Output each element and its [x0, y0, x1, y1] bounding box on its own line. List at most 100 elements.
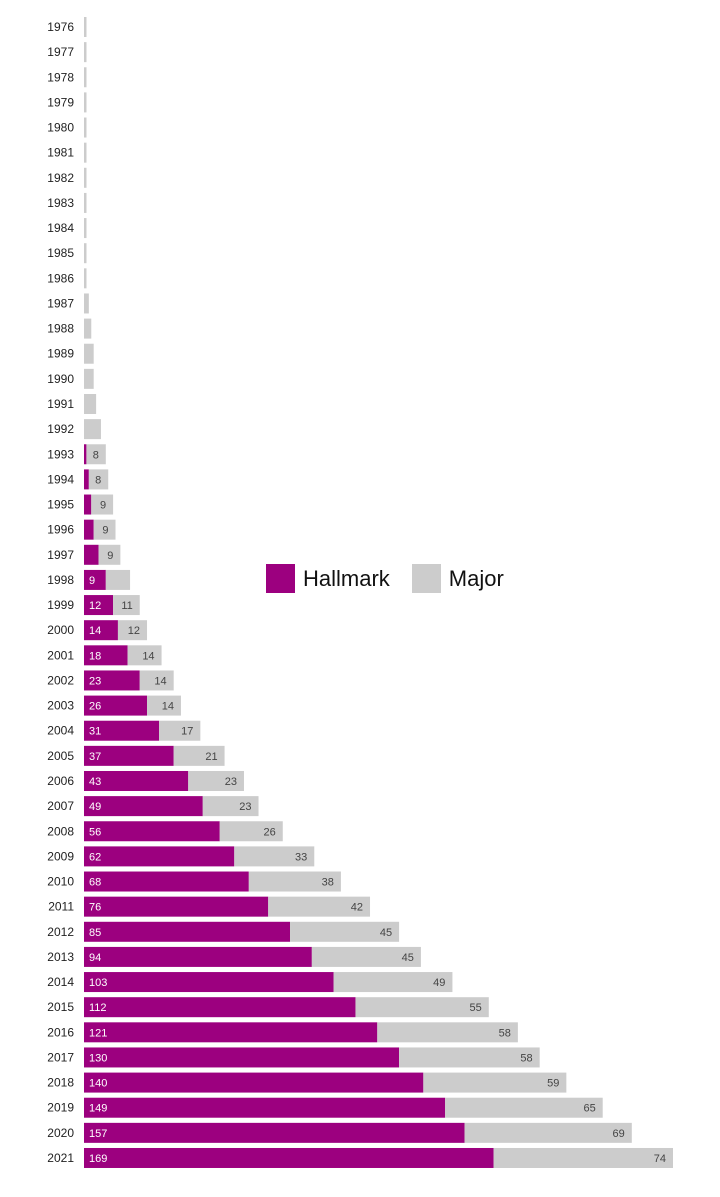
value-label-hallmark-2009: 62	[89, 851, 101, 863]
bar-major-2013	[311, 946, 421, 967]
year-label-2003: 2003	[47, 699, 74, 713]
value-label-major-2019: 65	[583, 1103, 595, 1115]
value-label-hallmark-2005: 37	[89, 751, 101, 763]
value-label-major-2015: 55	[470, 1002, 482, 1014]
value-label-hallmark-2006: 43	[89, 776, 101, 788]
year-label-1995: 1995	[47, 498, 74, 512]
year-label-1987: 1987	[47, 296, 74, 310]
bar-major-1980	[84, 117, 87, 138]
year-label-1976: 1976	[47, 20, 74, 34]
bar-major-2021	[493, 1147, 673, 1168]
bar-major-1997	[98, 544, 121, 565]
bar-major-1995	[91, 494, 114, 515]
year-label-2009: 2009	[47, 849, 74, 863]
bar-major-1979	[84, 92, 87, 113]
bar-major-1981	[84, 142, 87, 163]
legend-item-major: Major	[411, 564, 504, 593]
bar-major-2016	[377, 1022, 518, 1043]
value-label-hallmark-2017: 130	[89, 1052, 107, 1064]
bar-major-2020	[464, 1122, 632, 1143]
bar-major-2003	[147, 695, 181, 716]
value-label-hallmark-2000: 14	[89, 625, 101, 637]
value-label-major-1996: 9	[102, 525, 108, 537]
year-label-1979: 1979	[47, 95, 74, 109]
value-label-major-2008: 26	[264, 826, 276, 838]
legend-item-hallmark: Hallmark	[266, 564, 390, 593]
bar-hallmark-2000	[84, 620, 118, 641]
year-label-2004: 2004	[47, 724, 74, 738]
year-label-2011: 2011	[48, 900, 74, 914]
year-label-2008: 2008	[47, 824, 74, 838]
bar-hallmark-2013	[84, 946, 312, 967]
year-label-2005: 2005	[47, 749, 74, 763]
bar-major-1978	[84, 67, 87, 88]
value-label-major-2013: 45	[402, 952, 414, 964]
legend-swatch-major	[411, 564, 441, 593]
bar-major-2007	[202, 796, 259, 817]
value-label-hallmark-2007: 49	[89, 801, 101, 813]
value-label-hallmark-1999: 12	[89, 600, 101, 612]
year-label-2019: 2019	[47, 1101, 74, 1115]
year-label-1980: 1980	[47, 121, 74, 135]
year-label-2014: 2014	[47, 975, 74, 989]
bar-hallmark-2018	[84, 1072, 424, 1093]
bar-major-2001	[127, 645, 162, 666]
bar-major-2005	[173, 745, 225, 766]
bar-hallmark-1999	[84, 595, 114, 616]
bar-hallmark-2001	[84, 645, 128, 666]
value-label-hallmark-2021: 169	[89, 1153, 107, 1165]
value-label-hallmark-2010: 68	[89, 877, 101, 889]
bar-hallmark-2006	[84, 770, 189, 791]
value-label-hallmark-2011: 76	[89, 902, 101, 914]
year-label-1989: 1989	[47, 347, 74, 361]
value-label-hallmark-2020: 157	[89, 1128, 107, 1140]
value-label-hallmark-2002: 23	[89, 675, 101, 687]
value-label-major-2009: 33	[295, 851, 307, 863]
value-label-major-2014: 49	[433, 977, 445, 989]
year-label-2010: 2010	[47, 875, 74, 889]
year-label-1977: 1977	[47, 45, 74, 59]
bar-major-1984	[84, 218, 87, 239]
year-label-1996: 1996	[47, 523, 74, 537]
value-label-hallmark-2001: 18	[89, 650, 101, 662]
bar-hallmark-2007	[84, 796, 203, 817]
value-label-major-2018: 59	[547, 1078, 559, 1090]
bar-hallmark-1996	[84, 519, 94, 540]
value-label-major-2010: 38	[322, 877, 334, 889]
value-label-hallmark-2019: 149	[89, 1103, 107, 1115]
bar-major-1983	[84, 192, 87, 213]
value-label-major-2004: 17	[181, 726, 193, 738]
bar-major-2015	[355, 997, 489, 1018]
bar-hallmark-2016	[84, 1022, 378, 1043]
bar-hallmark-1994	[84, 469, 89, 490]
year-label-1986: 1986	[47, 271, 74, 285]
year-label-2017: 2017	[47, 1050, 74, 1064]
value-label-major-2011: 42	[351, 902, 363, 914]
bar-hallmark-2008	[84, 821, 220, 842]
legend-label-hallmark: Hallmark	[303, 565, 390, 591]
value-label-hallmark-2012: 85	[89, 927, 101, 939]
year-label-1988: 1988	[47, 322, 74, 336]
bar-major-2017	[399, 1047, 540, 1068]
bar-major-2012	[290, 921, 400, 942]
year-label-1984: 1984	[47, 221, 74, 235]
value-label-major-1999: 11	[121, 600, 132, 612]
year-label-1983: 1983	[47, 196, 74, 210]
bar-major-1992	[84, 419, 101, 440]
value-label-major-2001: 14	[142, 650, 154, 662]
bar-major-1982	[84, 167, 87, 188]
bar-hallmark-2020	[84, 1122, 465, 1143]
year-label-1990: 1990	[47, 372, 74, 386]
bar-major-1987	[84, 293, 89, 314]
year-label-2000: 2000	[47, 623, 74, 637]
value-label-major-2017: 58	[520, 1052, 532, 1064]
year-label-1982: 1982	[47, 171, 74, 185]
bar-major-1986	[84, 268, 87, 289]
bar-major-2002	[139, 670, 174, 691]
bar-major-1994	[88, 469, 109, 490]
value-label-major-2012: 45	[380, 927, 392, 939]
bar-hallmark-2019	[84, 1097, 446, 1118]
value-label-major-1993: 8	[93, 449, 99, 461]
value-label-major-2005: 21	[205, 751, 217, 763]
